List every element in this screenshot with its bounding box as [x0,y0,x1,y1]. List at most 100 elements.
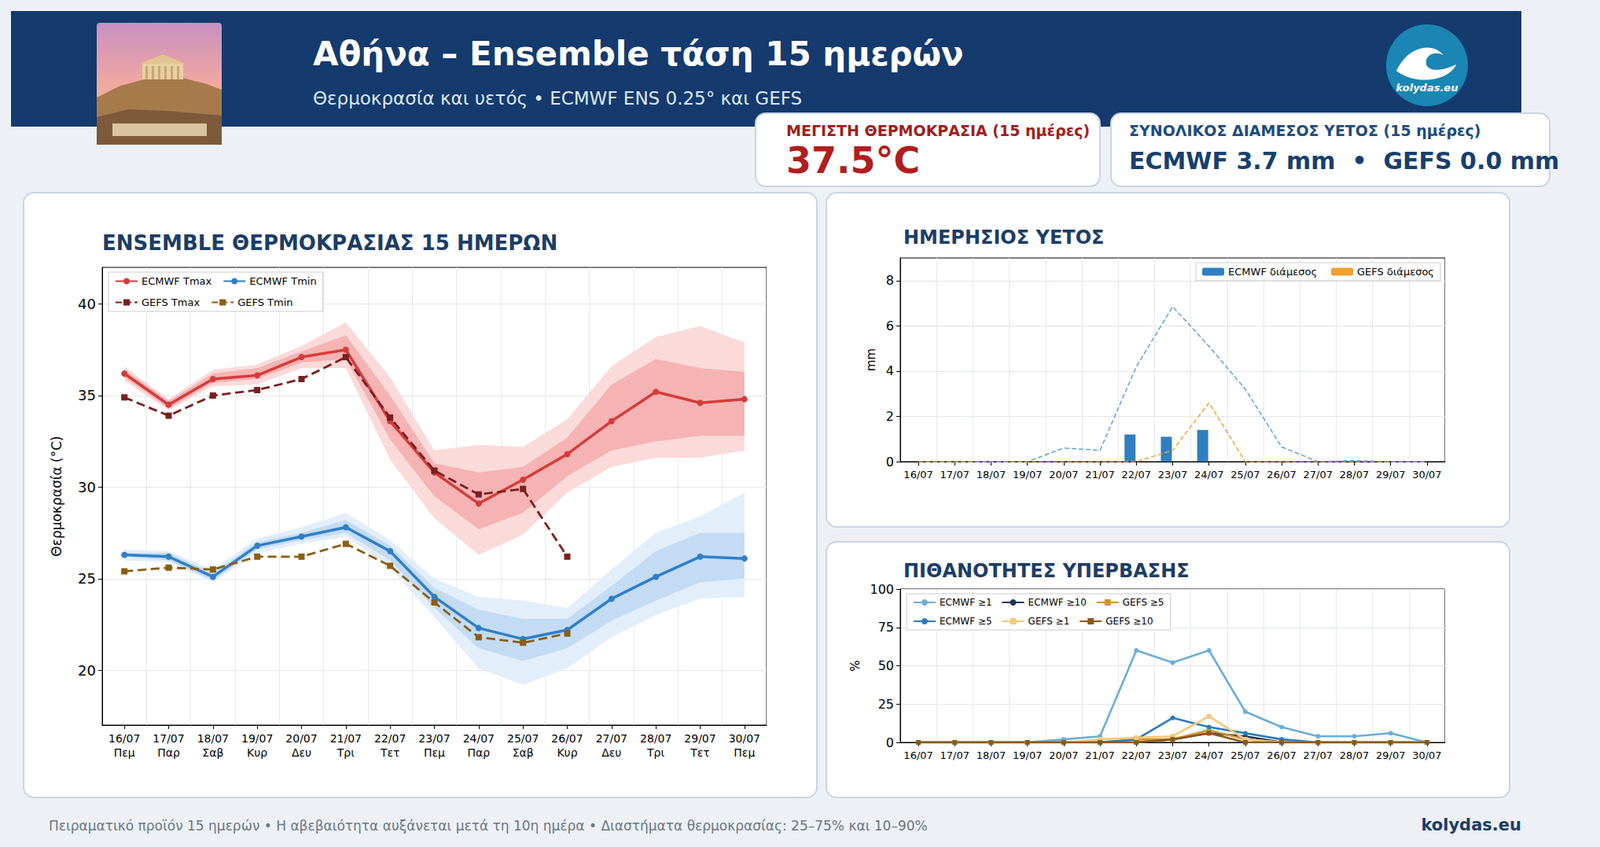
svg-text:18/07: 18/07 [976,749,1006,762]
svg-text:20/07: 20/07 [285,731,317,745]
svg-text:mm: mm [864,348,879,372]
svg-text:Τρι: Τρι [646,746,665,759]
svg-text:kolydas.eu: kolydas.eu [1396,81,1459,94]
svg-text:26/07: 26/07 [551,731,583,745]
svg-text:24/07: 24/07 [463,731,495,745]
svg-text:2: 2 [886,408,894,424]
svg-text:GEFS διάμεσος: GEFS διάμεσος [1357,265,1435,278]
svg-text:25: 25 [77,570,96,587]
svg-text:30/07: 30/07 [728,731,761,745]
svg-text:20/07: 20/07 [1048,468,1078,481]
svg-text:Κυρ: Κυρ [556,746,578,759]
svg-text:GEFS Tmin: GEFS Tmin [237,296,293,309]
svg-text:ECMWF Tmin: ECMWF Tmin [249,275,317,287]
svg-text:4: 4 [886,363,894,379]
svg-text:21/07: 21/07 [330,731,362,745]
html-text:ΗΜΕΡΗΣΙΟΣ ΥΕΤΟΣ: ΗΜΕΡΗΣΙΟΣ ΥΕΤΟΣ [903,226,1105,249]
svg-text:Πεμ: Πεμ [423,746,446,759]
html-text:ENSEMBLE ΘΕΡΜΟΚΡΑΣΙΑΣ 15 ΗΜΕΡΩ: ENSEMBLE ΘΕΡΜΟΚΡΑΣΙΑΣ 15 ΗΜΕΡΩΝ [102,231,558,255]
svg-text:27/07: 27/07 [1303,749,1333,762]
svg-text:16/07: 16/07 [903,749,933,762]
svg-text:26/07: 26/07 [1266,468,1296,481]
svg-text:19/07: 19/07 [241,731,273,745]
svg-text:17/07: 17/07 [152,731,184,745]
svg-text:Σαβ: Σαβ [512,746,534,759]
svg-text:18/07: 18/07 [976,468,1006,481]
svg-text:Σαβ: Σαβ [202,746,224,759]
svg-text:GEFS Tmax: GEFS Tmax [141,296,200,309]
html-text:kolydas.eu: kolydas.eu [1421,815,1522,835]
svg-text:23/07: 23/07 [418,731,450,745]
svg-text:GEFS ≥5: GEFS ≥5 [1122,596,1165,608]
html-text:ΜΕΓΙΣΤΗ ΘΕΡΜΟΚΡΑΣΙΑ (15 ημέρες: ΜΕΓΙΣΤΗ ΘΕΡΜΟΚΡΑΣΙΑ (15 ημέρες) [786,121,1090,140]
svg-text:26/07: 26/07 [1266,749,1296,762]
svg-text:23/07: 23/07 [1158,749,1188,762]
svg-text:ECMWF διάμεσος: ECMWF διάμεσος [1228,265,1317,278]
svg-text:ECMWF ≥5: ECMWF ≥5 [939,615,993,627]
svg-text:GEFS ≥10: GEFS ≥10 [1105,615,1153,627]
svg-text:20/07: 20/07 [1048,749,1078,762]
svg-text:27/07: 27/07 [595,731,628,745]
svg-text:ECMWF Tmax: ECMWF Tmax [141,275,213,287]
svg-text:24/07: 24/07 [1194,468,1224,481]
svg-text:25/07: 25/07 [507,731,539,745]
svg-text:24/07: 24/07 [1194,749,1224,762]
svg-text:20: 20 [77,662,96,679]
svg-text:30/07: 30/07 [1412,468,1442,481]
svg-text:Παρ: Παρ [467,746,491,759]
svg-text:6: 6 [886,318,894,334]
svg-text:28/07: 28/07 [1339,749,1369,762]
svg-text:17/07: 17/07 [940,468,970,481]
svg-text:22/07: 22/07 [1121,749,1152,762]
svg-text:40: 40 [77,295,96,313]
svg-text:Πεμ: Πεμ [114,746,136,759]
svg-text:%: % [848,659,863,671]
svg-text:GEFS ≥1: GEFS ≥1 [1028,615,1071,627]
svg-text:22/07: 22/07 [1121,468,1152,481]
svg-text:21/07: 21/07 [1085,749,1115,762]
svg-text:29/07: 29/07 [1375,749,1406,762]
svg-text:28/07: 28/07 [1339,468,1369,481]
svg-text:35: 35 [77,386,96,404]
svg-text:50: 50 [878,658,894,674]
html-text:Αθήνα – Ensemble τάση 15 ημερώ: Αθήνα – Ensemble τάση 15 ημερών [312,34,964,74]
svg-text:75: 75 [878,619,894,635]
html-text:37.5°C: 37.5°C [786,139,921,182]
svg-text:0: 0 [886,454,894,470]
svg-text:16/07: 16/07 [903,468,933,481]
svg-text:18/07: 18/07 [197,731,229,745]
svg-text:8: 8 [886,272,894,288]
svg-text:29/07: 29/07 [1375,468,1406,481]
svg-text:25: 25 [878,696,894,712]
svg-text:30: 30 [77,478,96,496]
svg-text:30/07: 30/07 [1412,749,1442,762]
svg-text:100: 100 [869,581,894,597]
svg-text:21/07: 21/07 [1085,468,1115,481]
svg-text:19/07: 19/07 [1012,749,1042,762]
html-text:ΠΙΘΑΝΟΤΗΤΕΣ ΥΠΕΡΒΑΣΗΣ: ΠΙΘΑΝΟΤΗΤΕΣ ΥΠΕΡΒΑΣΗΣ [903,559,1190,582]
svg-text:16/07: 16/07 [108,731,140,745]
svg-text:Τετ: Τετ [689,746,710,759]
svg-text:29/07: 29/07 [684,731,716,745]
svg-text:27/07: 27/07 [1303,468,1333,481]
svg-text:25/07: 25/07 [1230,749,1260,762]
svg-text:ECMWF ≥1: ECMWF ≥1 [939,596,993,608]
svg-text:Θερμοκρασία (°C): Θερμοκρασία (°C) [48,435,65,556]
svg-text:ECMWF ≥10: ECMWF ≥10 [1028,596,1087,608]
svg-text:Παρ: Παρ [157,746,181,759]
svg-text:Δευ: Δευ [601,746,622,759]
svg-text:Πεμ: Πεμ [733,746,755,759]
svg-text:0: 0 [886,735,894,751]
svg-text:17/07: 17/07 [940,749,970,762]
svg-text:25/07: 25/07 [1230,468,1260,481]
html-text:ECMWF 3.7 mm • GEFS 0.0 mm: ECMWF 3.7 mm • GEFS 0.0 mm [1129,147,1560,175]
svg-text:Δευ: Δευ [291,746,312,759]
html-text:Θερμοκρασία και υετός • ECMWF: Θερμοκρασία και υετός • ECMWF ENS 0.25° … [312,88,803,109]
svg-text:23/07: 23/07 [1158,468,1188,481]
svg-text:22/07: 22/07 [374,731,406,745]
svg-text:Τρι: Τρι [336,746,355,759]
svg-text:19/07: 19/07 [1012,468,1042,481]
svg-text:Κυρ: Κυρ [246,746,268,759]
svg-text:28/07: 28/07 [640,731,672,745]
svg-text:Τετ: Τετ [379,746,401,759]
